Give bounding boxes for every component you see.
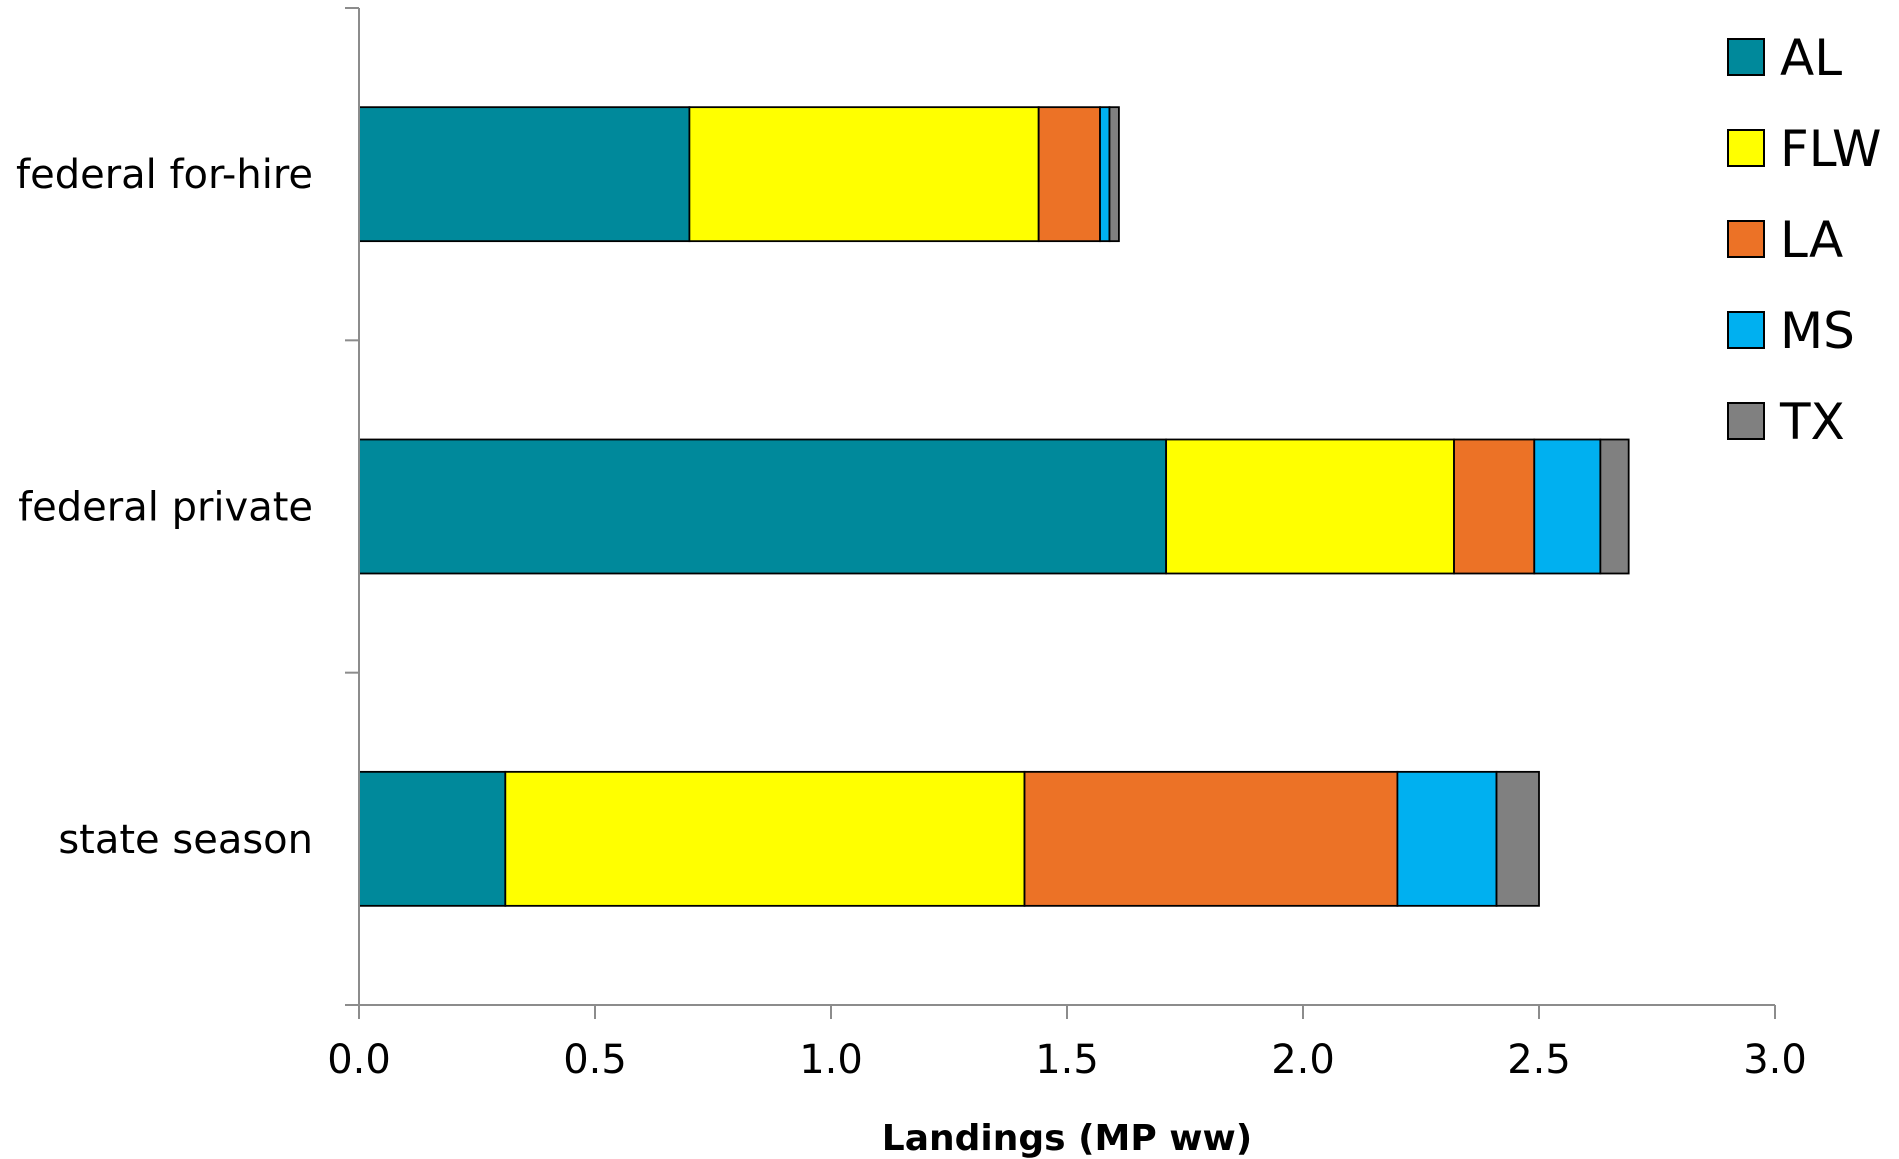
x-tick-label: 3.0 bbox=[1743, 1037, 1807, 1083]
legend-swatch-tx bbox=[1727, 402, 1765, 440]
x-tick-label: 1.0 bbox=[799, 1037, 863, 1083]
legend-label: LA bbox=[1780, 211, 1843, 269]
legend-swatch-ms bbox=[1727, 311, 1765, 349]
x-axis-ticks: 0.0 0.5 1.0 1.5 2.0 2.5 3.0 bbox=[327, 1005, 1807, 1083]
x-axis-title: Landings (MP ww) bbox=[882, 1118, 1253, 1159]
legend-swatch-la bbox=[1727, 220, 1765, 258]
x-tick-label: 2.5 bbox=[1507, 1037, 1571, 1083]
category-label: state season bbox=[58, 817, 313, 863]
bar-segment-la bbox=[1037, 106, 1101, 243]
x-tick-label: 2.0 bbox=[1271, 1037, 1335, 1083]
bars-group bbox=[358, 106, 1630, 907]
bar-segment-ms bbox=[1533, 438, 1602, 575]
bar-segment-al bbox=[358, 438, 1168, 575]
category-labels: federal for-hire federal private state sea… bbox=[16, 152, 313, 863]
bar-segment-al bbox=[358, 770, 507, 907]
bar-segment-la bbox=[1023, 770, 1399, 907]
x-tick-label: 1.5 bbox=[1035, 1037, 1099, 1083]
legend-label: AL bbox=[1780, 29, 1842, 87]
bar-segment-al bbox=[358, 106, 691, 243]
legend-swatch-al bbox=[1727, 38, 1765, 76]
legend-label: FLW bbox=[1780, 120, 1881, 178]
bar-segment-ms bbox=[1099, 106, 1111, 243]
legend-label: MS bbox=[1780, 302, 1855, 360]
legend-label: TX bbox=[1779, 393, 1845, 451]
bar-segment-flw bbox=[1165, 438, 1455, 575]
x-tick-label: 0.0 bbox=[327, 1037, 391, 1083]
legend: AL FLW LA MS TX bbox=[1727, 29, 1881, 451]
category-label: federal private bbox=[18, 485, 313, 531]
bar-segment-flw bbox=[688, 106, 1040, 243]
bar-segment-tx bbox=[1108, 106, 1120, 243]
bar-segment-tx bbox=[1495, 770, 1540, 907]
bar-segment-flw bbox=[504, 770, 1026, 907]
legend-swatch-flw bbox=[1727, 129, 1765, 167]
category-label: federal for-hire bbox=[16, 152, 313, 198]
bar-segment-ms bbox=[1396, 770, 1498, 907]
y-axis-ticks bbox=[345, 7, 359, 1006]
x-tick-label: 0.5 bbox=[563, 1037, 627, 1083]
bar-segment-tx bbox=[1599, 438, 1630, 575]
bar-segment-la bbox=[1453, 438, 1536, 575]
